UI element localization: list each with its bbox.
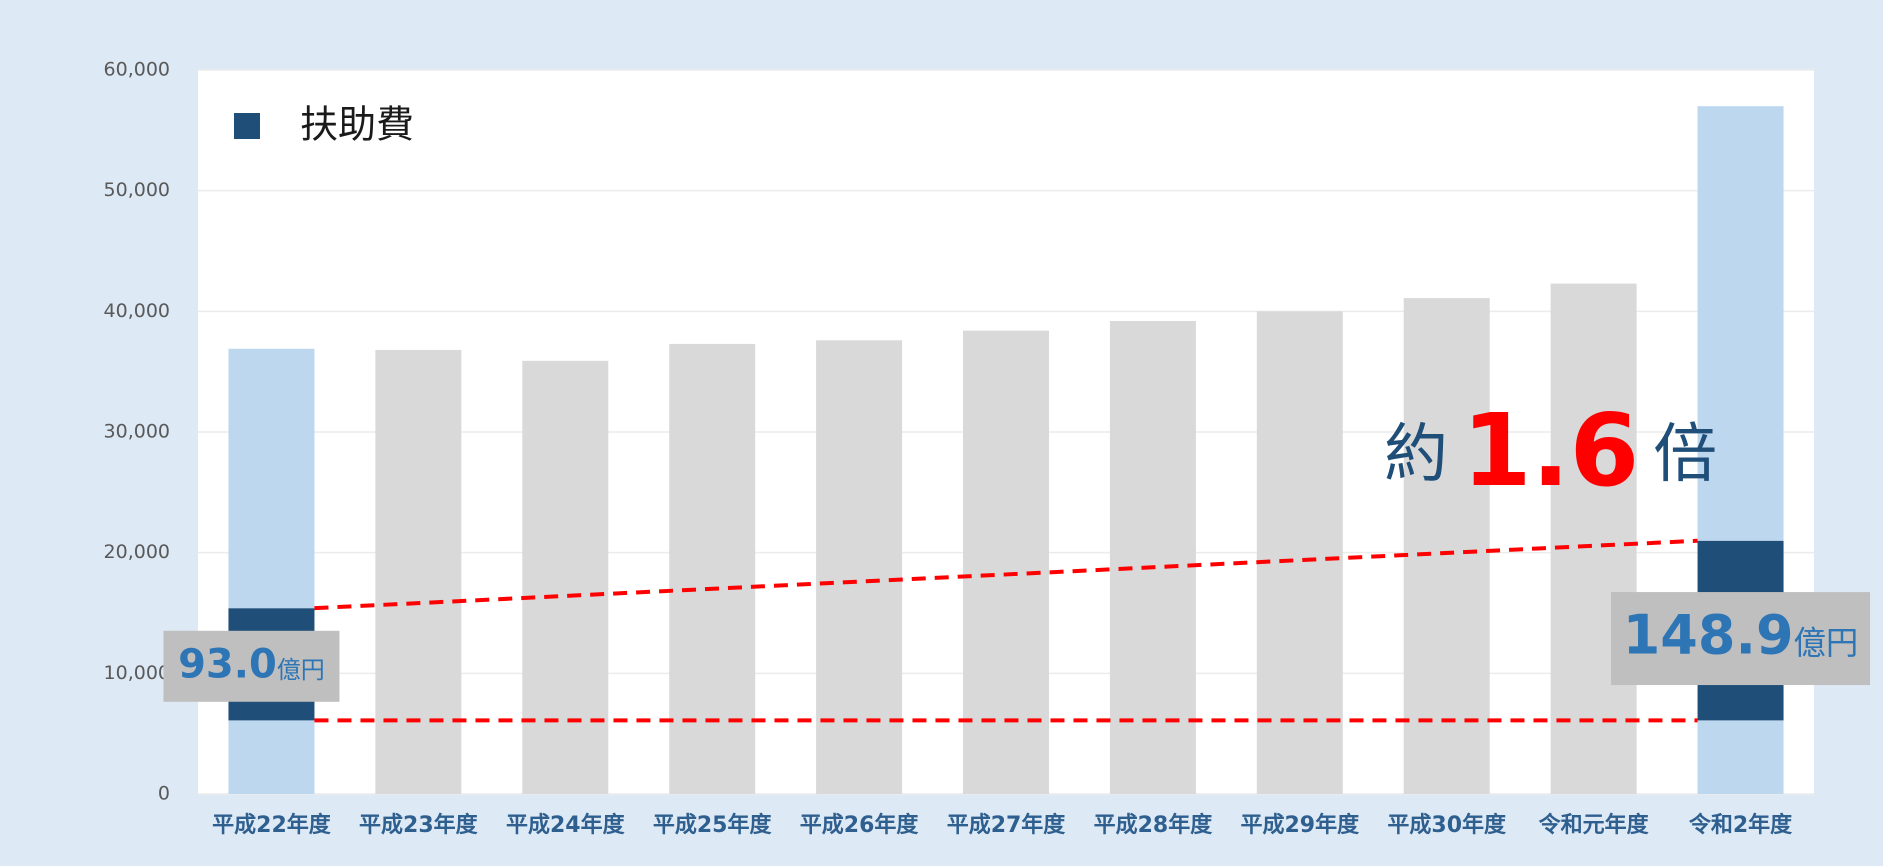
value-label-unit: 億円 xyxy=(1794,624,1859,662)
y-tick-label: 40,000 xyxy=(104,300,170,322)
bar-segment xyxy=(228,720,315,794)
x-tick-label: 平成27年度 xyxy=(947,812,1067,838)
bar-segment xyxy=(522,360,609,794)
y-tick-label: 30,000 xyxy=(104,421,170,443)
x-tick-label: 平成25年度 xyxy=(653,812,773,838)
y-tick-label: 20,000 xyxy=(104,541,170,563)
bar-segment xyxy=(228,348,315,609)
y-tick-label: 50,000 xyxy=(104,179,170,201)
value-label-box xyxy=(1611,592,1871,686)
bar-segment xyxy=(1697,106,1784,541)
bar-segment xyxy=(669,343,756,794)
bar-segment xyxy=(1403,298,1490,794)
x-tick-label: 平成22年度 xyxy=(212,812,332,838)
trend-line xyxy=(314,538,1698,611)
y-tick-label: 60,000 xyxy=(104,59,170,81)
x-tick-label: 令和元年度 xyxy=(1539,812,1650,838)
bar-segment xyxy=(1109,320,1196,794)
bar-segment xyxy=(375,349,462,794)
legend-label: 扶助費 xyxy=(300,103,414,147)
annotation-value: 1.6 xyxy=(1462,392,1639,509)
value-label: 93.0億円 xyxy=(178,641,325,687)
y-tick-label: 0 xyxy=(158,783,170,805)
bar-segment xyxy=(816,340,903,794)
value-label: 148.9億円 xyxy=(1623,603,1859,666)
bar-segment xyxy=(963,330,1049,794)
x-tick-label: 令和2年度 xyxy=(1689,812,1793,838)
annotation-suffix: 倍 xyxy=(1653,418,1717,492)
x-tick-label: 平成26年度 xyxy=(800,812,920,838)
legend-swatch xyxy=(234,113,260,139)
bar-segment xyxy=(1697,720,1784,794)
x-tick-label: 平成30年度 xyxy=(1387,812,1507,838)
x-tick-label: 平成28年度 xyxy=(1094,812,1214,838)
value-label-number: 148.9 xyxy=(1623,603,1794,666)
x-tick-label: 平成23年度 xyxy=(359,812,479,838)
annotation: 約 1.6 倍 xyxy=(1384,392,1717,509)
value-label-box xyxy=(163,630,340,702)
value-label-unit: 億円 xyxy=(277,656,325,684)
y-tick-label: 10,000 xyxy=(104,662,170,684)
bar-segment xyxy=(1550,283,1637,794)
value-label-number: 93.0 xyxy=(178,641,277,687)
x-tick-label: 平成24年度 xyxy=(506,812,626,838)
bar-segment xyxy=(1256,311,1343,794)
x-tick-label: 平成29年度 xyxy=(1241,812,1361,838)
annotation-prefix: 約 xyxy=(1384,418,1448,492)
